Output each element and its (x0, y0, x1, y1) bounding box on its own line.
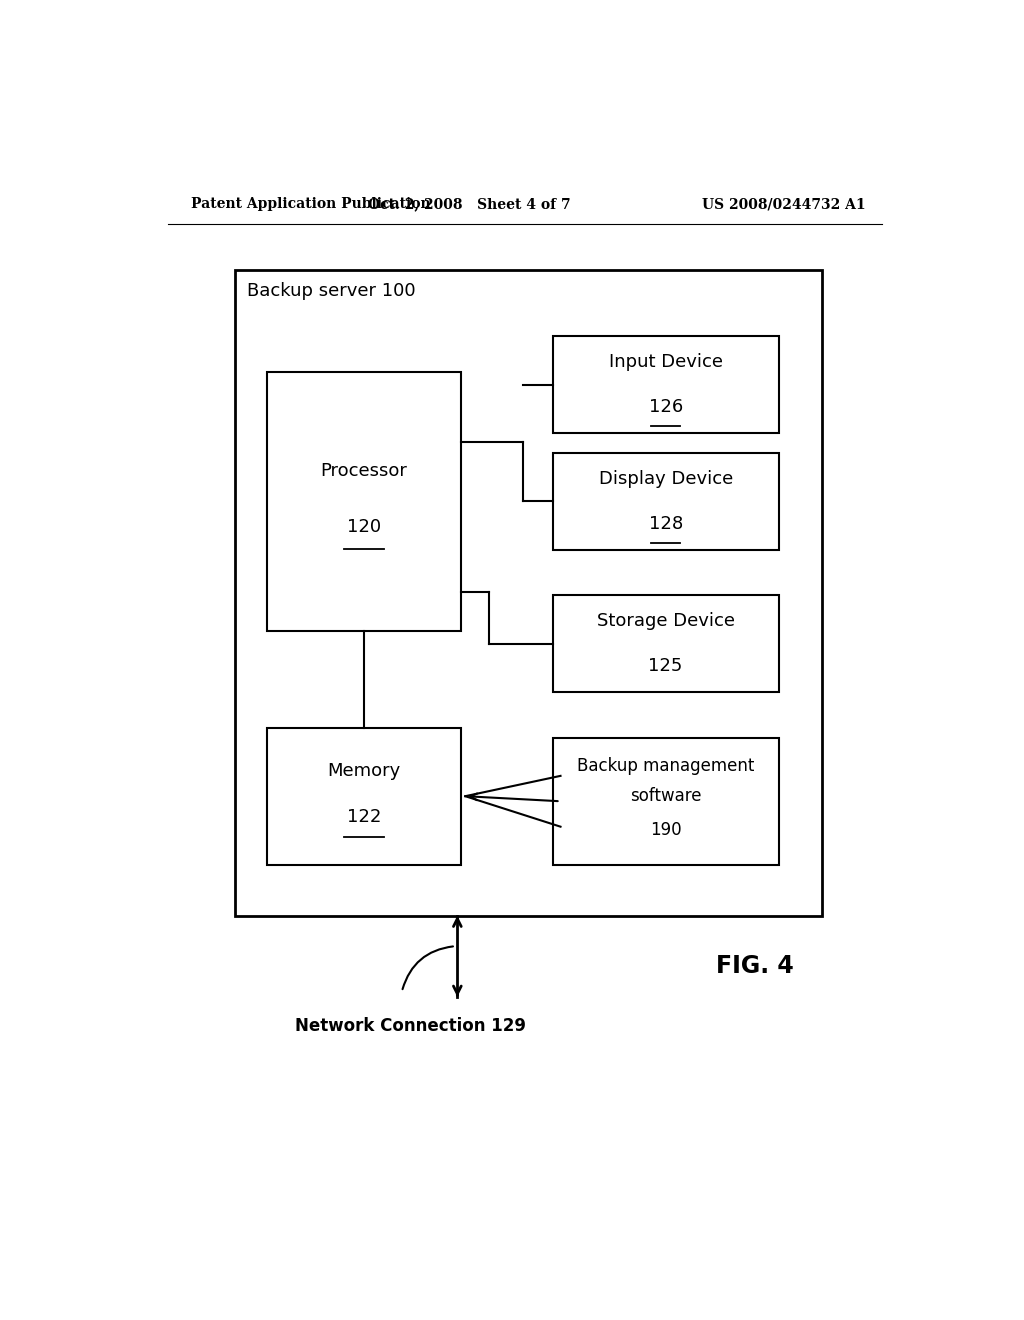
Bar (553, 738, 779, 865)
Text: FIG. 4: FIG. 4 (716, 954, 794, 978)
Text: Storage Device: Storage Device (597, 612, 734, 631)
Bar (553, 595, 779, 692)
Text: 190: 190 (650, 821, 682, 838)
Text: US 2008/0244732 A1: US 2008/0244732 A1 (702, 197, 866, 211)
Bar (553, 337, 779, 433)
Text: 128: 128 (648, 515, 683, 533)
Text: 126: 126 (648, 397, 683, 416)
Bar (236, 271, 822, 916)
Bar (267, 727, 461, 865)
Text: Backup management: Backup management (577, 756, 755, 775)
Text: Display Device: Display Device (599, 470, 733, 488)
Text: Oct. 2, 2008   Sheet 4 of 7: Oct. 2, 2008 Sheet 4 of 7 (368, 197, 570, 211)
Text: Processor: Processor (321, 462, 408, 480)
Text: 122: 122 (347, 808, 381, 825)
Text: Patent Application Publication: Patent Application Publication (191, 197, 431, 211)
Text: Memory: Memory (328, 762, 400, 780)
Text: 120: 120 (347, 517, 381, 536)
Bar (553, 453, 779, 549)
Text: Backup server 100: Backup server 100 (247, 282, 416, 301)
Text: software: software (630, 787, 701, 805)
Text: Network Connection 129: Network Connection 129 (295, 1018, 525, 1035)
Text: 125: 125 (648, 657, 683, 675)
Bar (267, 372, 461, 631)
Text: Input Device: Input Device (608, 354, 723, 371)
